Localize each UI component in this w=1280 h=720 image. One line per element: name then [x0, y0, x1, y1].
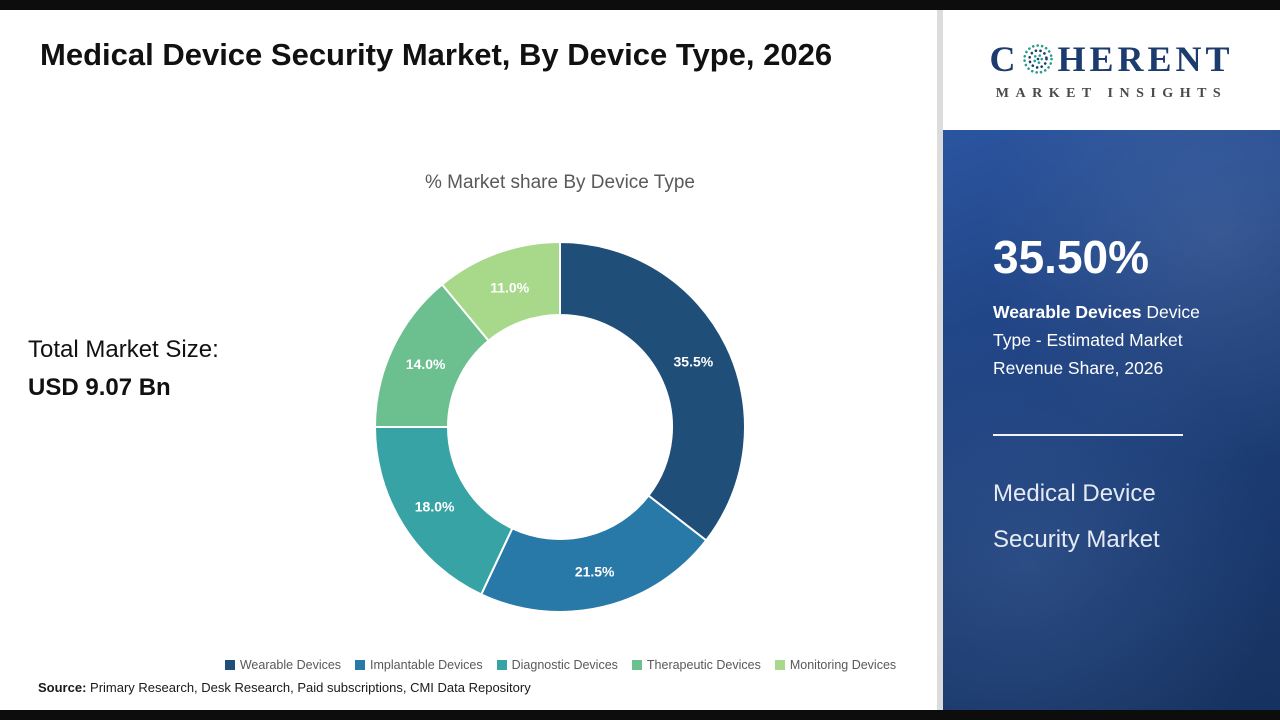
legend-swatch	[774, 660, 785, 670]
total-market-size: Total Market Size: USD 9.07 Bn	[28, 336, 219, 402]
brand-logo-row: C HERENT	[989, 38, 1233, 80]
donut-slice-implantable-devices[interactable]	[479, 494, 708, 613]
market-name-line1: Medical Device	[993, 480, 1156, 507]
total-market-size-label: Total Market Size:	[28, 336, 219, 363]
legend-item-diagnostic-devices[interactable]: Diagnostic Devices	[496, 658, 618, 672]
source-line: Source: Primary Research, Desk Research,…	[38, 680, 531, 695]
legend-label: Diagnostic Devices	[511, 658, 618, 672]
total-market-size-value: USD 9.07 Bn	[28, 374, 171, 401]
brand-logo: C HERENT MARKET INSIGHTS	[943, 10, 1280, 130]
source-text: Primary Research, Desk Research, Paid su…	[86, 680, 531, 695]
panel-divider-line	[993, 434, 1183, 436]
donut-slice-label: 21.5%	[575, 563, 615, 579]
highlight-stat-value: 35.50%	[993, 231, 1150, 283]
brand-rest: HERENT	[1057, 39, 1234, 79]
market-name: Medical Device Security Market	[993, 480, 1230, 554]
legend-item-therapeutic-devices[interactable]: Therapeutic Devices	[631, 658, 761, 672]
legend-label: Monitoring Devices	[789, 658, 897, 672]
legend-label: Wearable Devices	[239, 658, 342, 672]
highlight-stat-rest: Device Type - Estimated Market Revenue S…	[993, 302, 1200, 378]
legend-swatch	[496, 660, 507, 670]
globe-dots-icon	[1023, 44, 1054, 74]
donut-chart-svg: 35.5% 21.5% 18.0% 14.0% 11.0%	[373, 240, 746, 613]
chart-area: Medical Device Security Market, By Devic…	[0, 10, 937, 710]
highlight-panel: 35.50% Wearable Devices Device Type - Es…	[943, 130, 1280, 710]
highlight-stat-bold: Wearable Devices	[993, 302, 1142, 322]
market-name-line2: Security Market	[993, 526, 1160, 553]
donut-slice-label: 18.0%	[415, 499, 455, 515]
legend-label: Implantable Devices	[370, 658, 483, 672]
donut-slice-label: 11.0%	[490, 279, 529, 295]
legend-item-implantable-devices[interactable]: Implantable Devices	[355, 658, 483, 672]
top-black-bar	[0, 0, 1280, 10]
page-title: Medical Device Security Market, By Devic…	[40, 37, 833, 72]
legend-item-monitoring-devices[interactable]: Monitoring Devices	[774, 658, 897, 672]
vertical-divider	[937, 10, 943, 710]
brand-subtitle: MARKET INSIGHTS	[995, 86, 1228, 101]
chart-legend: Wearable Devices Implantable Devices Diagn…	[0, 658, 937, 672]
donut-slice-monitoring-devices[interactable]	[440, 240, 561, 343]
brand-letter-c: C	[989, 39, 1020, 79]
donut-chart: 35.5% 21.5% 18.0% 14.0% 11.0%	[350, 217, 770, 637]
legend-swatch	[355, 660, 366, 670]
source-prefix: Source:	[38, 680, 87, 695]
legend-label: Therapeutic Devices	[646, 658, 761, 672]
legend-swatch	[631, 660, 642, 670]
right-panel: C HERENT MARKET INSIGHTS 35.50% Wearable…	[943, 10, 1280, 710]
donut-slice-wearable-devices[interactable]	[559, 240, 746, 542]
donut-slice-label: 35.5%	[674, 354, 714, 370]
legend-item-wearable-devices[interactable]: Wearable Devices	[224, 658, 342, 672]
donut-slice-label: 14.0%	[406, 356, 446, 372]
bottom-black-bar	[0, 710, 1280, 720]
legend-swatch	[224, 660, 235, 670]
chart-subtitle: % Market share By Device Type	[425, 172, 695, 193]
highlight-stat-text: Wearable Devices Device Type - Estimated…	[993, 298, 1230, 382]
